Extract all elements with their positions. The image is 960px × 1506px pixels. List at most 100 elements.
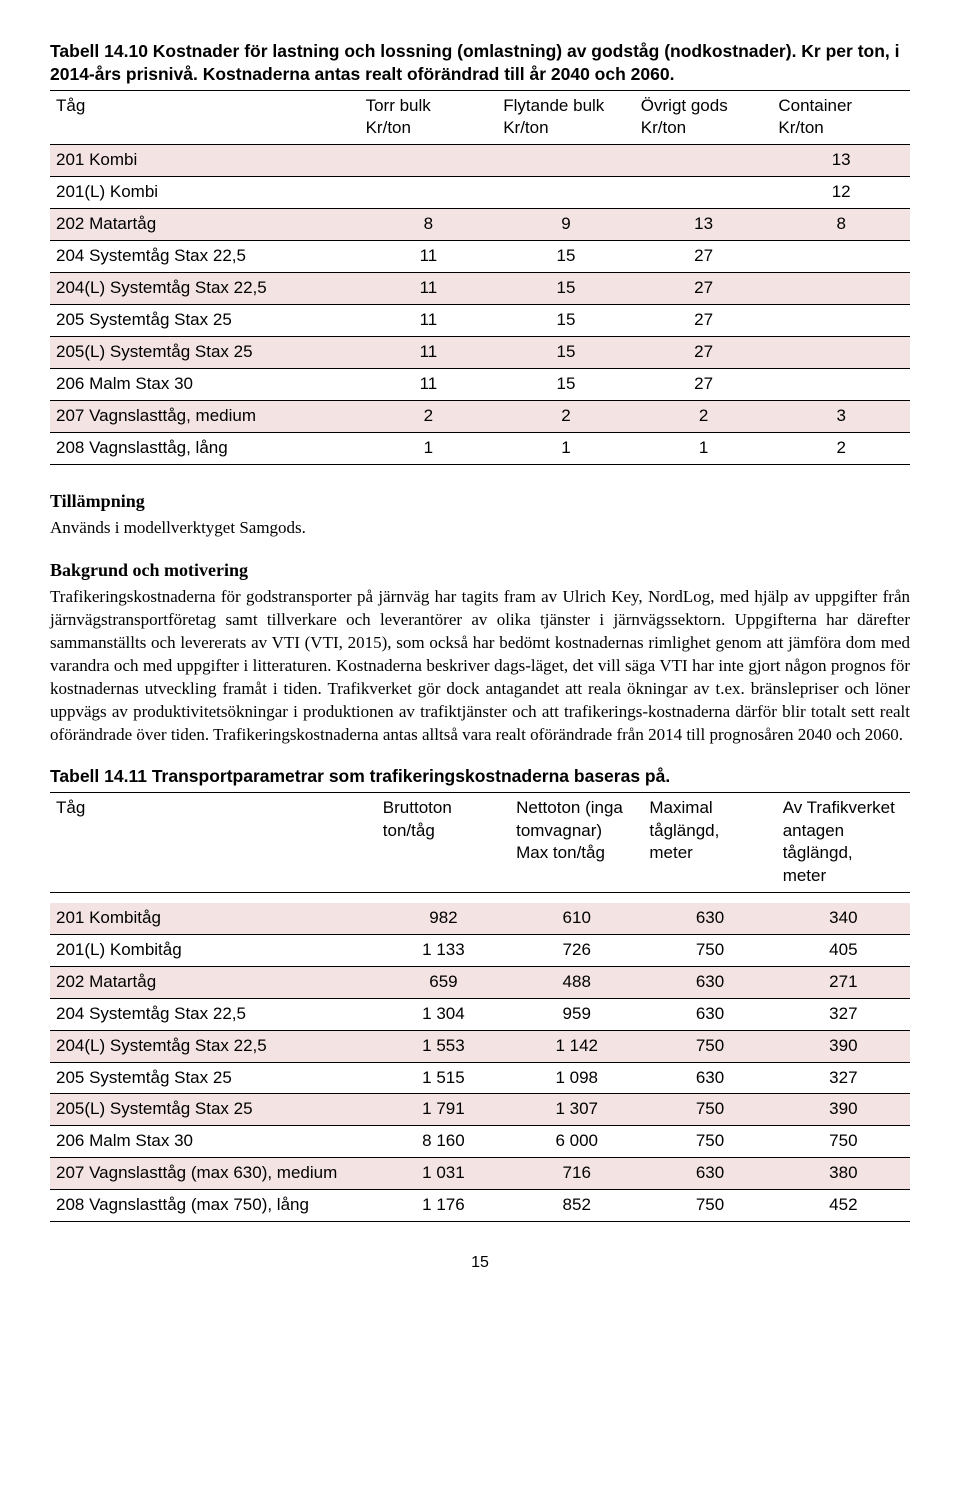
table-row: 205 Systemtåg Stax 25111527 [50, 305, 910, 337]
table2-title: Tabell 14.11 Transportparametrar som tra… [50, 765, 910, 788]
cell-value [497, 177, 635, 209]
table-row: 206 Malm Stax 30111527 [50, 368, 910, 400]
cell-value: 340 [777, 903, 910, 934]
cell-value: 405 [777, 934, 910, 966]
cell-value [497, 145, 635, 177]
table1-header-row: Tåg Torr bulkKr/ton Flytande bulkKr/ton … [50, 90, 910, 145]
cell-value: 750 [643, 1126, 776, 1158]
cell-value: 959 [510, 998, 643, 1030]
row-label: 201(L) Kombitåg [50, 934, 377, 966]
row-label: 204 Systemtåg Stax 22,5 [50, 241, 360, 273]
table-row: 205(L) Systemtåg Stax 251 7911 307750390 [50, 1094, 910, 1126]
cell-value: 1 791 [377, 1094, 510, 1126]
cell-value: 452 [777, 1190, 910, 1222]
table-row: 205(L) Systemtåg Stax 25111527 [50, 337, 910, 369]
th-ovrigt: Övrigt godsKr/ton [635, 90, 773, 145]
th2-tag: Tåg [50, 792, 377, 893]
cell-value: 630 [643, 903, 776, 934]
th-flytande: Flytande bulkKr/ton [497, 90, 635, 145]
cell-value [360, 177, 498, 209]
cell-value: 1 133 [377, 934, 510, 966]
cell-value: 1 [635, 432, 773, 464]
table-row: 206 Malm Stax 308 1606 000750750 [50, 1126, 910, 1158]
cell-value [772, 241, 910, 273]
cell-value: 659 [377, 966, 510, 998]
row-label: 207 Vagnslasttåg, medium [50, 400, 360, 432]
table-row: 201 Kombi13 [50, 145, 910, 177]
cell-value: 750 [643, 1190, 776, 1222]
row-label: 202 Matartåg [50, 209, 360, 241]
table-row: 204(L) Systemtåg Stax 22,51 5531 1427503… [50, 1030, 910, 1062]
cell-value: 380 [777, 1158, 910, 1190]
cell-value: 2 [497, 400, 635, 432]
th-container: ContainerKr/ton [772, 90, 910, 145]
cell-value: 982 [377, 903, 510, 934]
cell-value: 1 142 [510, 1030, 643, 1062]
cell-value: 9 [497, 209, 635, 241]
cell-value: 6 000 [510, 1126, 643, 1158]
table-row: 204(L) Systemtåg Stax 22,5111527 [50, 273, 910, 305]
cell-value: 2 [635, 400, 773, 432]
table-row: 207 Vagnslasttåg (max 630), medium1 0317… [50, 1158, 910, 1190]
row-label: 207 Vagnslasttåg (max 630), medium [50, 1158, 377, 1190]
cell-value: 1 553 [377, 1030, 510, 1062]
table-row: 201(L) Kombi12 [50, 177, 910, 209]
cell-value: 15 [497, 241, 635, 273]
cell-value: 630 [643, 998, 776, 1030]
row-label: 206 Malm Stax 30 [50, 368, 360, 400]
th2-antagen: Av Trafikverketantagentåglängd,meter [777, 792, 910, 893]
spacer-row [50, 893, 910, 903]
row-label: 205 Systemtåg Stax 25 [50, 1062, 377, 1094]
cell-value: 15 [497, 305, 635, 337]
cell-value [772, 337, 910, 369]
cell-value: 11 [360, 368, 498, 400]
cell-value: 27 [635, 368, 773, 400]
cell-value: 488 [510, 966, 643, 998]
cell-value: 2 [360, 400, 498, 432]
cell-value: 726 [510, 934, 643, 966]
cell-value: 8 [360, 209, 498, 241]
cell-value: 8 [772, 209, 910, 241]
th2-netto: Nettoton (ingatomvagnar)Max ton/tåg [510, 792, 643, 893]
cell-value: 1 031 [377, 1158, 510, 1190]
row-label: 208 Vagnslasttåg, lång [50, 432, 360, 464]
row-label: 204(L) Systemtåg Stax 22,5 [50, 273, 360, 305]
cell-value: 750 [643, 1094, 776, 1126]
cell-value: 1 098 [510, 1062, 643, 1094]
cell-value: 750 [643, 934, 776, 966]
table-row: 207 Vagnslasttåg, medium2223 [50, 400, 910, 432]
row-label: 205(L) Systemtåg Stax 25 [50, 1094, 377, 1126]
cell-value [772, 368, 910, 400]
table1: Tåg Torr bulkKr/ton Flytande bulkKr/ton … [50, 90, 910, 465]
cell-value: 630 [643, 1158, 776, 1190]
cell-value: 1 [360, 432, 498, 464]
cell-value: 1 [497, 432, 635, 464]
cell-value: 11 [360, 337, 498, 369]
cell-value [635, 177, 773, 209]
cell-value: 630 [643, 966, 776, 998]
cell-value: 11 [360, 273, 498, 305]
table-row: 204 Systemtåg Stax 22,5111527 [50, 241, 910, 273]
table2: Tåg Bruttotonton/tåg Nettoton (ingatomva… [50, 792, 910, 1223]
row-label: 202 Matartåg [50, 966, 377, 998]
th-tag: Tåg [50, 90, 360, 145]
cell-value: 271 [777, 966, 910, 998]
cell-value: 27 [635, 305, 773, 337]
cell-value: 13 [772, 145, 910, 177]
table-row: 202 Matartåg659488630271 [50, 966, 910, 998]
table-row: 205 Systemtåg Stax 251 5151 098630327 [50, 1062, 910, 1094]
cell-value: 15 [497, 337, 635, 369]
table2-header-row: Tåg Bruttotonton/tåg Nettoton (ingatomva… [50, 792, 910, 893]
cell-value: 390 [777, 1030, 910, 1062]
row-label: 205 Systemtåg Stax 25 [50, 305, 360, 337]
cell-value: 11 [360, 305, 498, 337]
cell-value [635, 145, 773, 177]
bakgrund-heading: Bakgrund och motivering [50, 558, 910, 582]
table1-title: Tabell 14.10 Kostnader för lastning och … [50, 40, 910, 86]
row-label: 204 Systemtåg Stax 22,5 [50, 998, 377, 1030]
cell-value: 2 [772, 432, 910, 464]
page-number: 15 [50, 1252, 910, 1274]
cell-value: 15 [497, 368, 635, 400]
bakgrund-body: Trafikeringskostnaderna för godstranspor… [50, 586, 910, 747]
tillampning-body: Används i modellverktyget Samgods. [50, 517, 910, 540]
